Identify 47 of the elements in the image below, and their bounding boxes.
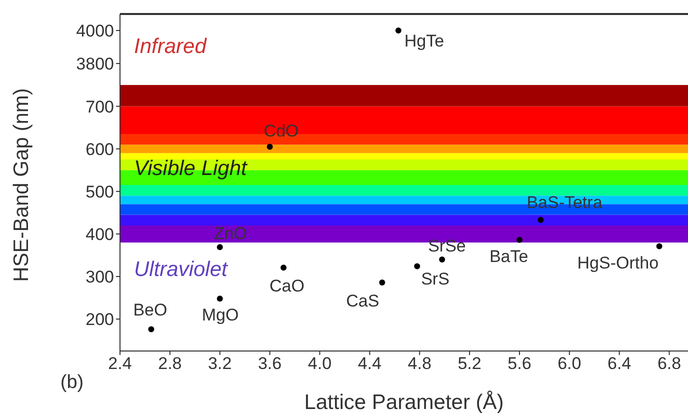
x-axis-title: Lattice Parameter (Å) — [304, 390, 504, 414]
point — [148, 326, 154, 332]
series-label: MgO — [202, 306, 239, 325]
x-tick-label: 6.0 — [558, 354, 582, 374]
point — [266, 144, 273, 150]
y-tick-label: 400 — [86, 224, 114, 244]
point — [414, 263, 420, 270]
y-tick-label: 600 — [86, 140, 114, 159]
point — [439, 256, 446, 262]
series-label: CdO — [264, 122, 299, 141]
x-tick-label: 6.8 — [657, 354, 682, 374]
y-tick-label: 200 — [86, 310, 114, 330]
point — [216, 296, 223, 302]
series-label: SrSe — [428, 236, 466, 256]
x-tick-label: 2.8 — [158, 354, 182, 374]
series-label: CaS — [346, 291, 380, 310]
annotation: Ultraviolet — [134, 258, 229, 281]
x-tick-label: 5.6 — [508, 354, 532, 374]
x-tick-label: 4.0 — [308, 354, 332, 374]
x-tick-label: 4.4 — [358, 354, 382, 374]
series-label: ZnO — [214, 224, 247, 244]
series-label: BeO — [133, 300, 168, 320]
x-tick-label: 3.6 — [258, 354, 282, 374]
point — [379, 279, 386, 286]
text: (b) — [60, 372, 84, 393]
point — [216, 244, 223, 250]
y-tick-label: 500 — [86, 182, 114, 202]
x-tick-label: 3.2 — [208, 354, 232, 374]
series-label: BaTe — [489, 246, 528, 266]
y-tick-label: 700 — [86, 97, 114, 116]
point — [280, 264, 287, 271]
series-label: HgTe — [404, 32, 444, 51]
series-label: CaO — [270, 276, 305, 296]
series-label: SrS — [421, 269, 450, 288]
x-tick-label: 4.8 — [408, 354, 432, 374]
y-axis-title: HSE-Band Gap (nm) — [10, 88, 33, 282]
x-tick-label: 6.4 — [608, 354, 632, 374]
point — [538, 216, 544, 223]
y-tick-label: 4000 — [76, 22, 114, 41]
y-tick-label: 300 — [86, 268, 114, 287]
point — [516, 236, 522, 243]
x-tick-label: 5.2 — [458, 354, 482, 374]
series-label: HgS-Ortho — [577, 253, 659, 272]
y-tick-label: 3800 — [76, 54, 114, 74]
x-tick-label: 2.4 — [108, 354, 132, 374]
point — [656, 243, 662, 250]
annotation: Infrared — [134, 35, 208, 58]
